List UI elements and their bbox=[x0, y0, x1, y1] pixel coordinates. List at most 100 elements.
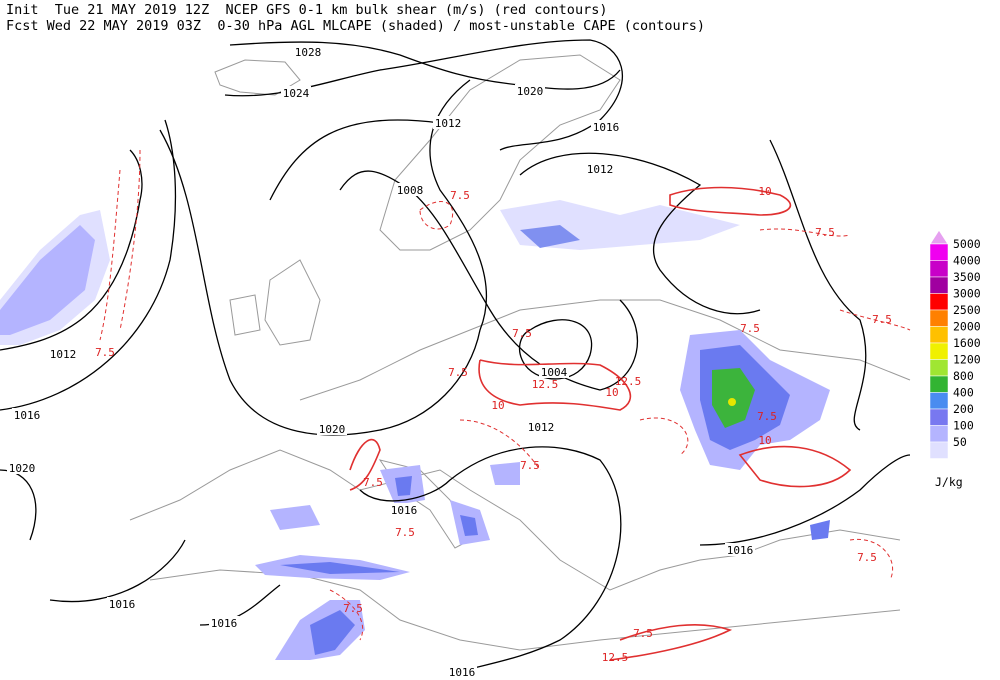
isobar-label: 1012 bbox=[587, 163, 614, 176]
isobar bbox=[159, 79, 488, 436]
colorbar-label: 50 bbox=[953, 435, 967, 449]
cape-area bbox=[0, 225, 95, 335]
colorbar-label: 2500 bbox=[953, 303, 981, 317]
label-bg bbox=[107, 597, 137, 610]
isobar-label: 1016 bbox=[391, 504, 418, 517]
colorbar-box bbox=[929, 309, 949, 327]
colorbar-label: 4000 bbox=[953, 254, 981, 268]
colorbar-box bbox=[929, 293, 949, 311]
cape-area bbox=[728, 398, 736, 406]
shear-label: 7.5 bbox=[512, 327, 532, 340]
isobar-label: 1028 bbox=[295, 46, 322, 59]
shear-label: 12.5 bbox=[532, 378, 559, 391]
colorbar-label: 400 bbox=[953, 386, 974, 400]
shear-label: 7.5 bbox=[450, 189, 470, 202]
cape-area bbox=[712, 368, 755, 428]
colorbar-box bbox=[929, 342, 949, 360]
cape-shading bbox=[0, 200, 830, 660]
colorbar-label: 200 bbox=[953, 402, 974, 416]
coastline bbox=[229, 259, 321, 346]
colorbar-box bbox=[929, 408, 949, 426]
isobar-label: 1024 bbox=[283, 87, 310, 100]
shear-label: 7.5 bbox=[395, 526, 415, 539]
isobar bbox=[229, 41, 621, 90]
colorbar-box bbox=[929, 392, 949, 410]
isobar-label: 1012 bbox=[528, 421, 555, 434]
shear-label: 7.5 bbox=[95, 346, 115, 359]
contour-labels: 1028 1024 1020 1016 1012 1012 1008 1012 1016 1020… bbox=[7, 45, 892, 679]
shear-label: 10 bbox=[491, 399, 504, 412]
isobar bbox=[519, 152, 761, 315]
shear-label: 7.5 bbox=[448, 366, 468, 379]
isobar bbox=[224, 39, 624, 151]
colorbar-label: 100 bbox=[953, 419, 974, 433]
shear-label: 7.5 bbox=[740, 322, 760, 335]
isobar-label: 1008 bbox=[397, 184, 424, 197]
label-bg bbox=[447, 665, 477, 678]
colorbar-box bbox=[929, 441, 949, 459]
cape-area bbox=[280, 562, 400, 574]
shear-label: 7.5 bbox=[363, 476, 383, 489]
shear-contour bbox=[738, 445, 852, 488]
shear-label: 7.5 bbox=[520, 459, 540, 472]
header-line: Fcst Wed 22 MAY 2019 03Z 0-30 hPa AGL ML… bbox=[6, 18, 705, 34]
cape-area bbox=[810, 520, 830, 540]
label-bg bbox=[12, 408, 42, 421]
legend-unit: J/kg bbox=[935, 475, 963, 489]
isobar-label: 1012 bbox=[435, 117, 462, 130]
label-bg bbox=[591, 120, 621, 133]
colorbar-box bbox=[929, 260, 949, 278]
isobar-label: 1020 bbox=[517, 85, 544, 98]
shear-contour bbox=[99, 149, 141, 341]
label-bg bbox=[389, 503, 419, 516]
cape-area bbox=[520, 225, 580, 248]
isobar-label: 1016 bbox=[727, 544, 754, 557]
shear-contours bbox=[99, 149, 911, 661]
isobar-label: 1004 bbox=[541, 366, 568, 379]
isobar-label: 1020 bbox=[319, 423, 346, 436]
colorbar-box bbox=[929, 276, 949, 294]
isobar bbox=[0, 119, 177, 411]
label-bg bbox=[433, 116, 463, 129]
shear-label: 10 bbox=[758, 185, 771, 198]
shear-contour bbox=[349, 438, 381, 491]
shear-label: 7.5 bbox=[857, 551, 877, 564]
label-bg bbox=[585, 162, 615, 175]
colorbar-label: 5000 bbox=[953, 237, 981, 251]
shear-contour bbox=[478, 359, 632, 411]
shear-label: 12.5 bbox=[602, 651, 629, 664]
header-line: Init Tue 21 MAY 2019 12Z NCEP GFS 0-1 km… bbox=[6, 2, 607, 18]
colorbar-box bbox=[929, 326, 949, 344]
label-bg bbox=[515, 84, 545, 97]
shear-label: 7.5 bbox=[343, 602, 363, 615]
isobar-label: 1016 bbox=[14, 409, 41, 422]
isobar bbox=[359, 446, 911, 673]
colorbar-label: 2000 bbox=[953, 320, 981, 334]
isobars bbox=[0, 39, 911, 673]
isobar-label: 1016 bbox=[449, 666, 476, 679]
isobar-label: 1020 bbox=[9, 462, 36, 475]
colorbar-box bbox=[929, 425, 949, 443]
shear-label: 7.5 bbox=[815, 226, 835, 239]
colorbar-label: 1200 bbox=[953, 353, 981, 367]
label-bg bbox=[209, 616, 239, 629]
colorbar-box bbox=[929, 359, 949, 377]
shear-contour bbox=[609, 624, 733, 661]
cape-area bbox=[310, 610, 355, 655]
shear-label: 10 bbox=[605, 386, 618, 399]
coastline bbox=[299, 299, 911, 401]
isobar bbox=[769, 139, 867, 431]
isobar bbox=[518, 319, 593, 380]
isobar-label: 1016 bbox=[593, 121, 620, 134]
label-bg bbox=[725, 543, 755, 556]
isobar-label: 1016 bbox=[109, 598, 136, 611]
label-bg bbox=[48, 347, 78, 360]
shear-label: 7.5 bbox=[872, 313, 892, 326]
colorbar-box bbox=[929, 243, 949, 261]
isobar-label: 1016 bbox=[211, 617, 238, 630]
shear-label: 7.5 bbox=[633, 627, 653, 640]
isobar-label: 1012 bbox=[50, 348, 77, 361]
cape-area bbox=[395, 476, 478, 536]
